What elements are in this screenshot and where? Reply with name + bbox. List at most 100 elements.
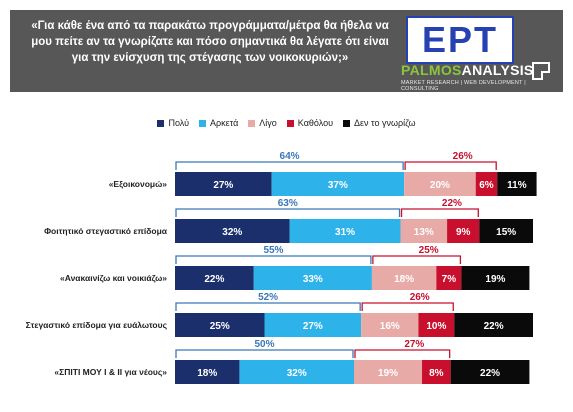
data-label: 8% — [429, 368, 444, 379]
negative-total-label: 22% — [442, 198, 462, 209]
legend-item: Δεν το γνωρίζω — [343, 116, 416, 130]
data-label: 27% — [213, 180, 233, 191]
bar-segment — [404, 172, 476, 196]
bar-segment — [175, 360, 240, 384]
header-banner: «Για κάθε ένα από τα παρακάτω προγράμματ… — [10, 10, 563, 92]
legend-swatch — [157, 119, 165, 127]
data-label: 18% — [394, 274, 414, 285]
logo-palmos-text: PALMOS — [401, 62, 462, 78]
positive-bracket — [175, 208, 401, 217]
data-label: 10% — [426, 321, 446, 332]
data-label: 15% — [496, 227, 516, 238]
legend-label: Λίγο — [259, 118, 277, 128]
legend-label: Πολύ — [168, 118, 189, 128]
legend-item: Πολύ — [157, 116, 189, 130]
data-label: 6% — [479, 180, 494, 191]
bar-segment — [361, 313, 419, 337]
bar-segment — [354, 360, 423, 384]
palmos-square-icon — [532, 62, 550, 80]
bar-segment — [436, 266, 462, 290]
data-label: 22% — [204, 274, 224, 285]
legend-label: Δεν το γνωρίζω — [354, 118, 416, 128]
data-label: 31% — [335, 227, 355, 238]
category-label: «Ανακαινίζω και νοικιάζω» — [60, 273, 167, 283]
ept-logo: EPT — [406, 16, 514, 64]
bar-segment — [475, 172, 498, 196]
positive-total-label: 50% — [254, 339, 274, 350]
bar-segment — [450, 360, 530, 384]
negative-bracket — [372, 255, 462, 264]
logo-tagline: MARKET RESEARCH | WEB DEVELOPMENT | CONS… — [401, 80, 526, 92]
positive-total-label: 55% — [263, 245, 283, 256]
legend-item: Καθόλου — [286, 116, 334, 130]
positive-bracket — [175, 302, 361, 311]
data-label: 20% — [430, 180, 450, 191]
bar-segment — [418, 313, 455, 337]
positive-bracket — [175, 349, 354, 358]
bar-segment — [253, 266, 372, 290]
data-label: 18% — [197, 368, 217, 379]
category-label: «ΣΠΙΤΙ ΜΟΥ Ι & ΙΙ για νέους» — [54, 367, 167, 377]
data-label: 16% — [380, 321, 400, 332]
bar-segment — [289, 219, 401, 243]
data-label: 9% — [456, 227, 471, 238]
legend-item: Λίγο — [248, 116, 277, 130]
legend-item: Αρκετά — [199, 116, 238, 130]
palmos-analysis-logo: PALMOSANALYSIS — [401, 62, 534, 78]
legend-swatch — [248, 119, 256, 127]
bar-segment — [479, 219, 533, 243]
bar-segment — [271, 172, 405, 196]
bar-segment — [461, 266, 530, 290]
negative-bracket — [354, 349, 451, 358]
negative-total-label: 25% — [419, 245, 439, 256]
bar-segment — [422, 360, 451, 384]
negative-bracket — [404, 161, 497, 170]
data-label: 25% — [210, 321, 230, 332]
data-label: 22% — [480, 368, 500, 379]
bar-segment — [447, 219, 480, 243]
negative-bracket — [400, 208, 479, 217]
bar-segment — [175, 172, 272, 196]
data-label: 37% — [328, 180, 348, 191]
legend-label: Καθόλου — [297, 118, 334, 128]
data-label: 27% — [303, 321, 323, 332]
logo-analysis-text: ANALYSIS — [461, 62, 534, 78]
bar-segment — [454, 313, 533, 337]
bar-segment — [175, 266, 254, 290]
category-label: Φοιτητικό στεγαστικό επίδομα — [44, 226, 168, 236]
data-label: 32% — [222, 227, 242, 238]
data-label: 11% — [507, 180, 527, 191]
data-label: 19% — [378, 368, 398, 379]
negative-total-label: 26% — [453, 151, 473, 162]
data-label: 7% — [442, 274, 457, 285]
bar-segment — [239, 360, 354, 384]
bar-segment — [497, 172, 537, 196]
bar-segment — [175, 219, 290, 243]
negative-total-label: 27% — [404, 339, 424, 350]
bar-segment — [371, 266, 437, 290]
bar-segment — [175, 313, 265, 337]
data-label: 13% — [414, 227, 434, 238]
positive-total-label: 64% — [280, 151, 300, 162]
negative-total-label: 26% — [410, 292, 430, 303]
chart-legend: Πολύ Αρκετά Λίγο Καθόλου Δεν το γνωρίζω — [0, 116, 573, 130]
legend-swatch — [343, 119, 351, 127]
negative-bracket — [361, 302, 454, 311]
positive-total-label: 63% — [278, 198, 298, 209]
data-label: 33% — [303, 274, 323, 285]
data-label: 22% — [484, 321, 504, 332]
question-text: «Για κάθε ένα από τα παρακάτω προγράμματ… — [31, 20, 389, 64]
positive-bracket — [175, 161, 404, 170]
legend-swatch — [199, 119, 206, 127]
data-label: 32% — [287, 368, 307, 379]
data-label: 19% — [485, 274, 505, 285]
legend-swatch — [286, 119, 294, 127]
positive-total-label: 52% — [258, 292, 278, 303]
category-label: «Εξοικονομώ» — [109, 179, 168, 189]
category-label: Στεγαστικό επίδομα για ευάλωτους — [26, 320, 168, 330]
bar-segment — [400, 219, 448, 243]
positive-bracket — [175, 255, 372, 264]
legend-label: Αρκετά — [210, 118, 239, 128]
